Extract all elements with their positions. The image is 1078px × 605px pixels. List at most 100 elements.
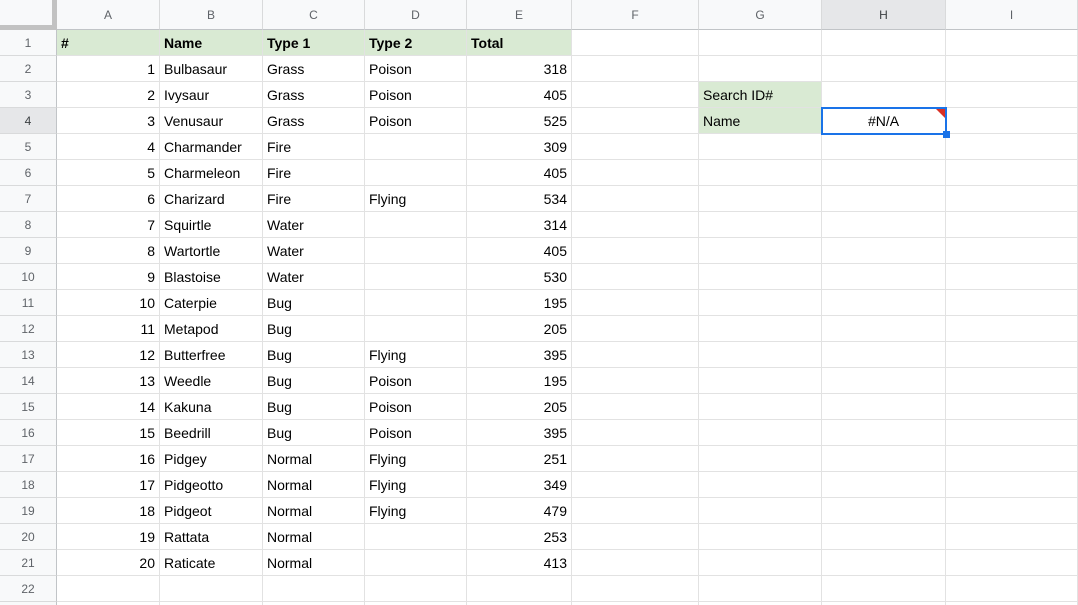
cell-A15[interactable]: 14	[57, 394, 160, 420]
row-header-9[interactable]: 9	[0, 238, 57, 264]
cell-D19[interactable]: Flying	[365, 498, 467, 524]
cell-G12[interactable]	[699, 316, 822, 342]
cell-C20[interactable]: Normal	[263, 524, 365, 550]
cell-E22[interactable]	[467, 576, 572, 602]
cell-E14[interactable]: 195	[467, 368, 572, 394]
cell-D15[interactable]: Poison	[365, 394, 467, 420]
cell-A4[interactable]: 3	[57, 108, 160, 134]
cell-C21[interactable]: Normal	[263, 550, 365, 576]
cell-D22[interactable]	[365, 576, 467, 602]
cell-G17[interactable]	[699, 446, 822, 472]
row-header-3[interactable]: 3	[0, 82, 57, 108]
cell-I15[interactable]	[946, 394, 1078, 420]
cell-F14[interactable]	[572, 368, 699, 394]
cell-H23[interactable]	[822, 602, 946, 605]
cell-G22[interactable]	[699, 576, 822, 602]
cell-C17[interactable]: Normal	[263, 446, 365, 472]
cell-G10[interactable]	[699, 264, 822, 290]
cell-F12[interactable]	[572, 316, 699, 342]
column-header-I[interactable]: I	[946, 0, 1078, 30]
cell-I14[interactable]	[946, 368, 1078, 394]
cell-G9[interactable]	[699, 238, 822, 264]
cell-H4[interactable]: #N/A	[822, 108, 946, 134]
cell-G20[interactable]	[699, 524, 822, 550]
cell-C7[interactable]: Fire	[263, 186, 365, 212]
cell-B5[interactable]: Charmander	[160, 134, 263, 160]
cell-C15[interactable]: Bug	[263, 394, 365, 420]
cell-A23[interactable]	[57, 602, 160, 605]
cell-A10[interactable]: 9	[57, 264, 160, 290]
row-header-8[interactable]: 8	[0, 212, 57, 238]
row-header-16[interactable]: 16	[0, 420, 57, 446]
row-header-6[interactable]: 6	[0, 160, 57, 186]
cell-A5[interactable]: 4	[57, 134, 160, 160]
cell-E8[interactable]: 314	[467, 212, 572, 238]
cell-B15[interactable]: Kakuna	[160, 394, 263, 420]
select-all-corner[interactable]	[0, 0, 57, 30]
cell-I1[interactable]	[946, 30, 1078, 56]
cell-F1[interactable]	[572, 30, 699, 56]
cell-A16[interactable]: 15	[57, 420, 160, 446]
cell-E11[interactable]: 195	[467, 290, 572, 316]
cell-D17[interactable]: Flying	[365, 446, 467, 472]
cell-E10[interactable]: 530	[467, 264, 572, 290]
cell-A20[interactable]: 19	[57, 524, 160, 550]
cell-F13[interactable]	[572, 342, 699, 368]
cell-B2[interactable]: Bulbasaur	[160, 56, 263, 82]
cell-A14[interactable]: 13	[57, 368, 160, 394]
row-header-1[interactable]: 1	[0, 30, 57, 56]
cell-G16[interactable]	[699, 420, 822, 446]
cell-H7[interactable]	[822, 186, 946, 212]
cell-I10[interactable]	[946, 264, 1078, 290]
cell-H1[interactable]	[822, 30, 946, 56]
cell-C14[interactable]: Bug	[263, 368, 365, 394]
cell-E3[interactable]: 405	[467, 82, 572, 108]
cell-E7[interactable]: 534	[467, 186, 572, 212]
cell-E9[interactable]: 405	[467, 238, 572, 264]
cell-D1[interactable]: Type 2	[365, 30, 467, 56]
cell-D21[interactable]	[365, 550, 467, 576]
cell-F8[interactable]	[572, 212, 699, 238]
row-header-10[interactable]: 10	[0, 264, 57, 290]
cell-F18[interactable]	[572, 472, 699, 498]
cell-H13[interactable]	[822, 342, 946, 368]
cell-E5[interactable]: 309	[467, 134, 572, 160]
cell-B18[interactable]: Pidgeotto	[160, 472, 263, 498]
cell-C5[interactable]: Fire	[263, 134, 365, 160]
cell-C23[interactable]	[263, 602, 365, 605]
row-header-11[interactable]: 11	[0, 290, 57, 316]
cell-D13[interactable]: Flying	[365, 342, 467, 368]
cell-I21[interactable]	[946, 550, 1078, 576]
cell-D7[interactable]: Flying	[365, 186, 467, 212]
cell-E12[interactable]: 205	[467, 316, 572, 342]
cell-B8[interactable]: Squirtle	[160, 212, 263, 238]
cell-E6[interactable]: 405	[467, 160, 572, 186]
cell-D9[interactable]	[365, 238, 467, 264]
cell-B17[interactable]: Pidgey	[160, 446, 263, 472]
cell-B4[interactable]: Venusaur	[160, 108, 263, 134]
cell-G23[interactable]	[699, 602, 822, 605]
cell-I18[interactable]	[946, 472, 1078, 498]
cell-I20[interactable]	[946, 524, 1078, 550]
cell-D4[interactable]: Poison	[365, 108, 467, 134]
cell-G3[interactable]: Search ID#	[699, 82, 822, 108]
column-header-A[interactable]: A	[57, 0, 160, 30]
cell-F9[interactable]	[572, 238, 699, 264]
cell-C11[interactable]: Bug	[263, 290, 365, 316]
cell-H14[interactable]	[822, 368, 946, 394]
cell-H12[interactable]	[822, 316, 946, 342]
cell-F16[interactable]	[572, 420, 699, 446]
row-header-7[interactable]: 7	[0, 186, 57, 212]
cell-E20[interactable]: 253	[467, 524, 572, 550]
cell-B6[interactable]: Charmeleon	[160, 160, 263, 186]
cell-E4[interactable]: 525	[467, 108, 572, 134]
cell-D11[interactable]	[365, 290, 467, 316]
cell-F3[interactable]	[572, 82, 699, 108]
cell-I9[interactable]	[946, 238, 1078, 264]
cell-B13[interactable]: Butterfree	[160, 342, 263, 368]
cell-F20[interactable]	[572, 524, 699, 550]
cell-H11[interactable]	[822, 290, 946, 316]
cell-I19[interactable]	[946, 498, 1078, 524]
cell-H22[interactable]	[822, 576, 946, 602]
cell-A9[interactable]: 8	[57, 238, 160, 264]
